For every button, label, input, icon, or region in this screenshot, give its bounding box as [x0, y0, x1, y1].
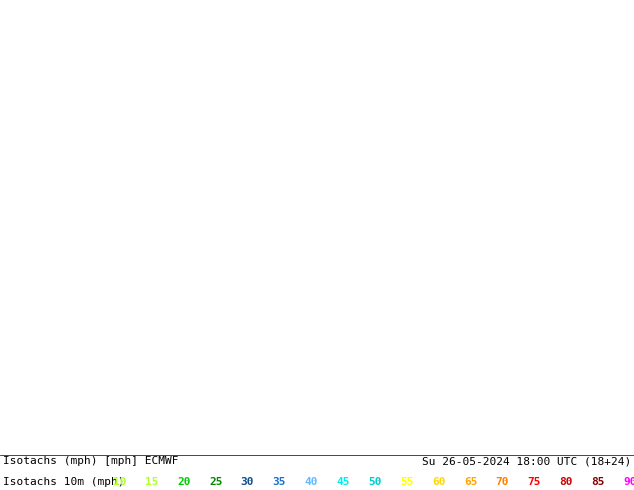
Text: Su 26-05-2024 18:00 UTC (18+24): Su 26-05-2024 18:00 UTC (18+24) [422, 456, 631, 466]
Text: 65: 65 [464, 477, 477, 487]
Text: 30: 30 [241, 477, 254, 487]
Text: 90: 90 [623, 477, 634, 487]
Text: Isotachs (mph) [mph] ECMWF: Isotachs (mph) [mph] ECMWF [3, 456, 179, 466]
Text: 50: 50 [368, 477, 382, 487]
Text: 80: 80 [559, 477, 573, 487]
Text: 10: 10 [113, 477, 127, 487]
Text: Isotachs 10m (mph): Isotachs 10m (mph) [3, 477, 124, 487]
Text: 25: 25 [209, 477, 223, 487]
Text: 20: 20 [177, 477, 190, 487]
Text: 15: 15 [145, 477, 158, 487]
Text: 75: 75 [527, 477, 541, 487]
Text: 45: 45 [337, 477, 350, 487]
Text: 35: 35 [273, 477, 286, 487]
Text: 85: 85 [592, 477, 605, 487]
Text: 60: 60 [432, 477, 446, 487]
Text: 70: 70 [496, 477, 509, 487]
Text: 40: 40 [304, 477, 318, 487]
Text: 55: 55 [400, 477, 413, 487]
